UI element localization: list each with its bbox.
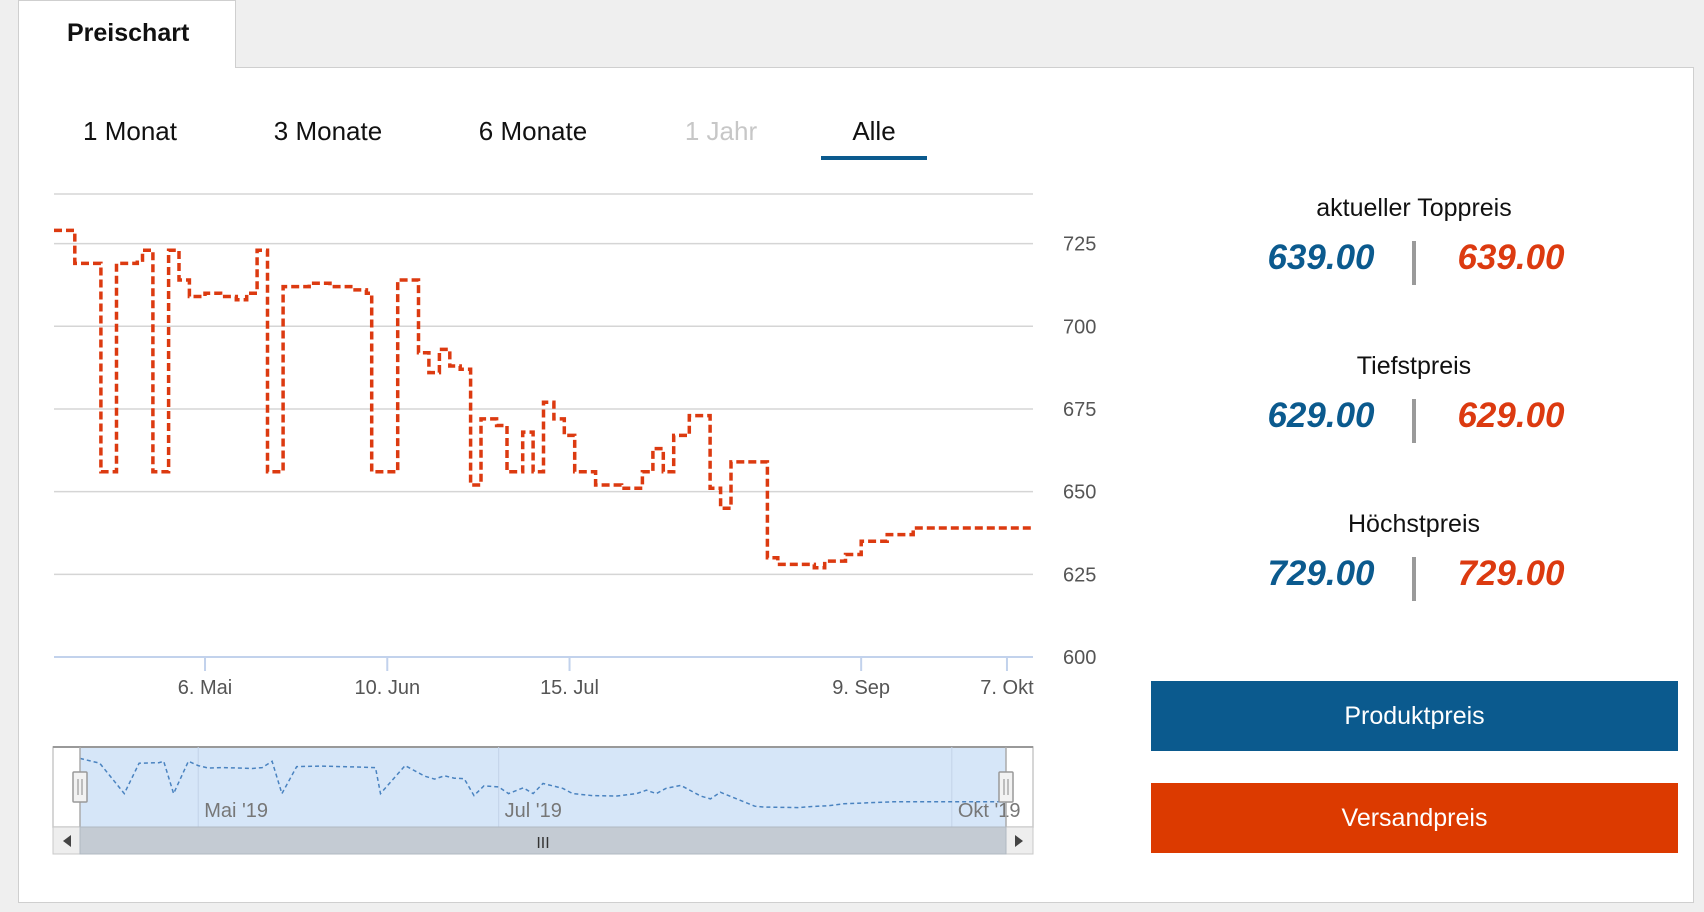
versandpreis-button[interactable]: Versandpreis [1151,783,1678,853]
y-tick-label: 650 [1063,482,1096,504]
navigator-label: Mai '19 [204,800,268,822]
navigator-label: Jul '19 [505,800,562,822]
tab-preischart[interactable]: Preischart [18,0,236,68]
x-tick-label: 7. Okt [980,677,1034,699]
y-tick-label: 625 [1063,564,1096,586]
toppreis-shipping-value: 639.00 [1457,238,1565,277]
stat-label-hoechstpreis: Höchstpreis [1348,510,1480,538]
y-tick-label: 675 [1063,399,1096,421]
stat-label-tiefstpreis: Tiefstpreis [1356,352,1472,380]
hoechstpreis-shipping-value: 729.00 [1457,554,1565,593]
price-series-line [54,228,1033,570]
scroll-right-arrow-icon[interactable] [1015,835,1023,847]
x-tick-label: 15. Jul [540,677,599,699]
navigator-label: Okt '19 [958,800,1021,822]
navigator-range-mask[interactable] [80,747,1006,827]
scroll-left-arrow-icon[interactable] [63,835,71,847]
navigator-series-line [79,757,1006,809]
tiefstpreis-shipping-value: 629.00 [1457,396,1565,435]
tiefstpreis-product-value: 629.00 [1267,396,1375,435]
range-3-monate[interactable]: 3 Monate [273,116,383,146]
x-tick-label: 9. Sep [832,677,890,699]
range-alle[interactable]: Alle [821,116,927,160]
tab-label: Preischart [67,19,190,47]
x-tick-label: 6. Mai [178,677,232,699]
navigator-left-handle[interactable] [72,771,88,803]
separator [1412,399,1416,443]
produktpreis-button[interactable]: Produktpreis [1151,681,1678,751]
range-6-monate[interactable]: 6 Monate [478,116,588,146]
hoechstpreis-product-value: 729.00 [1267,554,1375,593]
range-1-jahr: 1 Jahr [684,116,758,146]
scrollbar-thumb[interactable] [79,826,1007,855]
y-tick-label: 700 [1063,316,1096,338]
versandpreis-label: Versandpreis [1341,803,1488,832]
produktpreis-label: Produktpreis [1344,701,1485,730]
y-tick-label: 725 [1063,234,1096,256]
toppreis-product-value: 639.00 [1267,238,1375,277]
separator [1412,241,1416,285]
stat-label-toppreis: aktueller Toppreis [1316,194,1512,222]
separator [1412,557,1416,601]
navigator-right-handle[interactable] [998,771,1014,803]
x-tick-label: 10. Jun [354,677,420,699]
range-1-monat[interactable]: 1 Monat [83,116,177,146]
scrollbar-grip-icon[interactable]: III [536,835,549,852]
y-tick-label: 600 [1063,647,1096,669]
